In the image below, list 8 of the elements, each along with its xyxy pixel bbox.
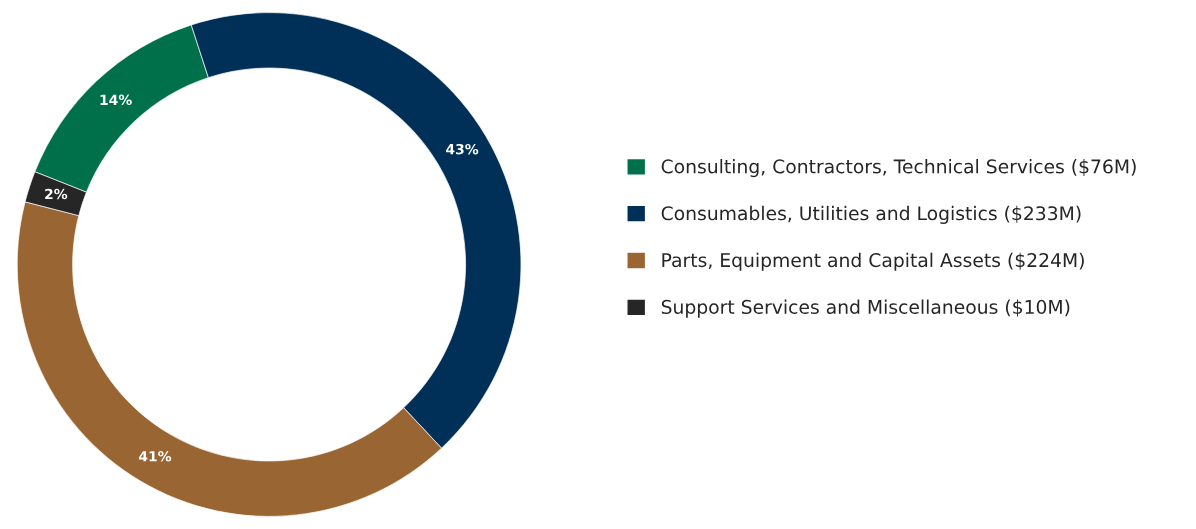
data-label: 43% [446,143,479,155]
data-label: 2% [45,188,68,200]
data-label: 41% [138,451,172,462]
legend-label: Support Services and Miscellaneous ($10M) [661,299,1070,318]
legend-label: Parts, Equipment and Capital Assets ($224M) [662,252,1084,271]
data-label: 14% [100,94,132,106]
legend-label: Consulting, Contractors, Technical Services ($76M) [661,159,1136,178]
legend-label: Consumables, Utilities and Logistics ($233M) [661,205,1081,224]
